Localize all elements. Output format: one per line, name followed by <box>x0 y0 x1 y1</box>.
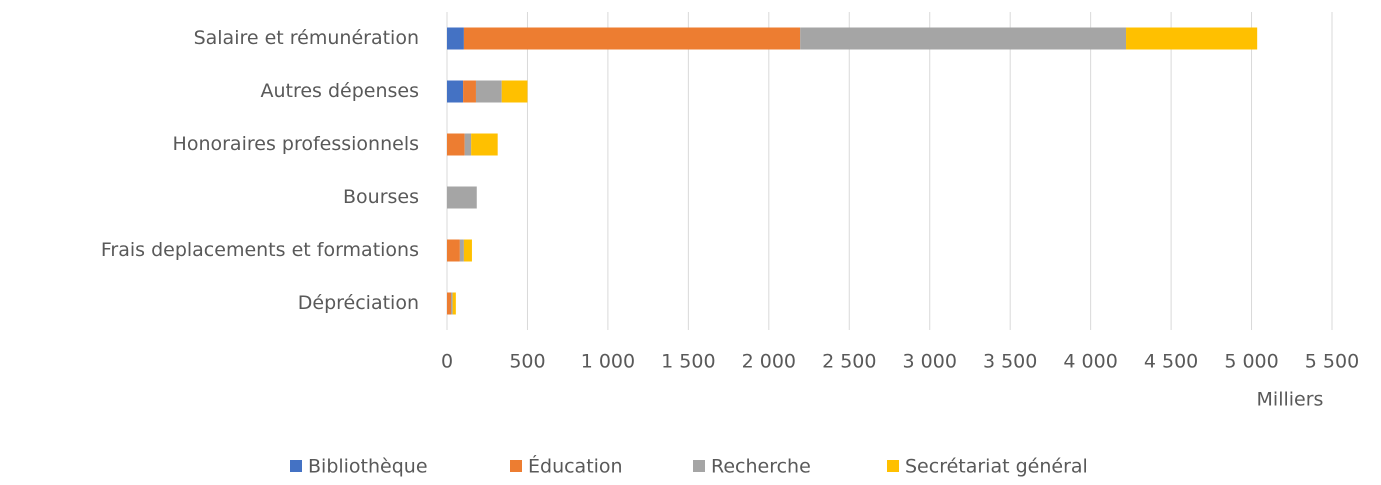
bar-segment <box>501 80 528 103</box>
legend-label: Secrétariat général <box>905 456 1088 478</box>
bar-segment <box>463 80 476 103</box>
legend-swatch <box>290 460 302 472</box>
bar-segment <box>452 292 456 315</box>
legend-label: Recherche <box>711 456 811 478</box>
x-tick-label: 2 500 <box>822 351 876 373</box>
x-tick-label: 3 000 <box>903 351 957 373</box>
bar-segment <box>451 292 453 315</box>
bar-segment <box>447 80 464 103</box>
bar-segment <box>1126 27 1258 50</box>
bar-segment <box>464 133 472 156</box>
legend-label: Bibliothèque <box>308 456 428 478</box>
bar-segment <box>447 186 477 209</box>
y-tick-label: Dépréciation <box>298 292 419 314</box>
x-tick-label: 0 <box>441 351 453 373</box>
x-tick-label: 3 500 <box>983 351 1037 373</box>
bar-segment <box>475 80 502 103</box>
x-tick-label: 5 000 <box>1224 351 1278 373</box>
bar-segment <box>447 27 464 50</box>
bar-segment <box>447 133 465 156</box>
legend-swatch <box>887 460 899 472</box>
bar-segment <box>463 27 801 50</box>
x-tick-label: 5 500 <box>1305 351 1359 373</box>
x-tick-label: 500 <box>509 351 545 373</box>
bar-segment <box>459 239 464 262</box>
x-tick-label: 2 000 <box>742 351 796 373</box>
x-tick-label: 1 500 <box>661 351 715 373</box>
legend-swatch <box>693 460 705 472</box>
y-tick-label: Frais deplacements et formations <box>101 239 419 261</box>
bar-segment <box>447 292 452 315</box>
y-tick-label: Bourses <box>343 186 419 208</box>
legend-label: Éducation <box>528 455 623 478</box>
y-tick-label: Honoraires professionnels <box>173 133 419 155</box>
y-tick-label: Autres dépenses <box>260 80 419 102</box>
legend-swatch <box>510 460 522 472</box>
y-tick-label: Salaire et rémunération <box>194 27 419 49</box>
x-axis-label: Milliers <box>1257 389 1324 411</box>
bar-segment <box>447 239 460 262</box>
bar-segment <box>463 239 472 262</box>
bar-segment <box>800 27 1127 50</box>
x-tick-label: 4 000 <box>1063 351 1117 373</box>
x-tick-label: 4 500 <box>1144 351 1198 373</box>
bar-segment <box>471 133 498 156</box>
x-tick-label: 1 000 <box>581 351 635 373</box>
